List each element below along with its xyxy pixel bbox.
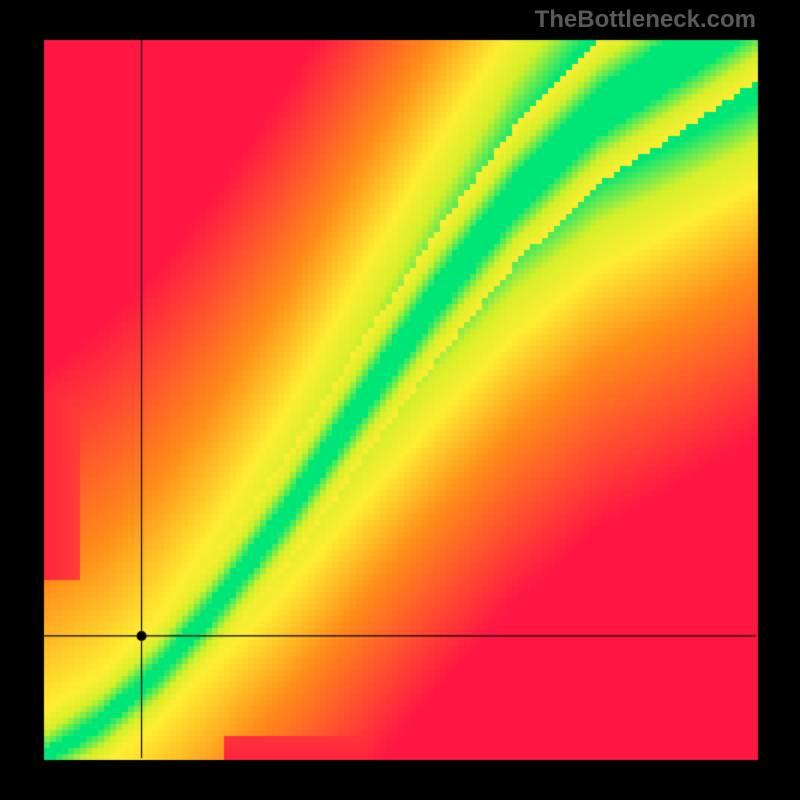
root-container: { "watermark": { "text": "TheBottleneck.… <box>0 0 800 800</box>
watermark-text: TheBottleneck.com <box>535 6 756 34</box>
crosshair-overlay <box>0 0 800 800</box>
